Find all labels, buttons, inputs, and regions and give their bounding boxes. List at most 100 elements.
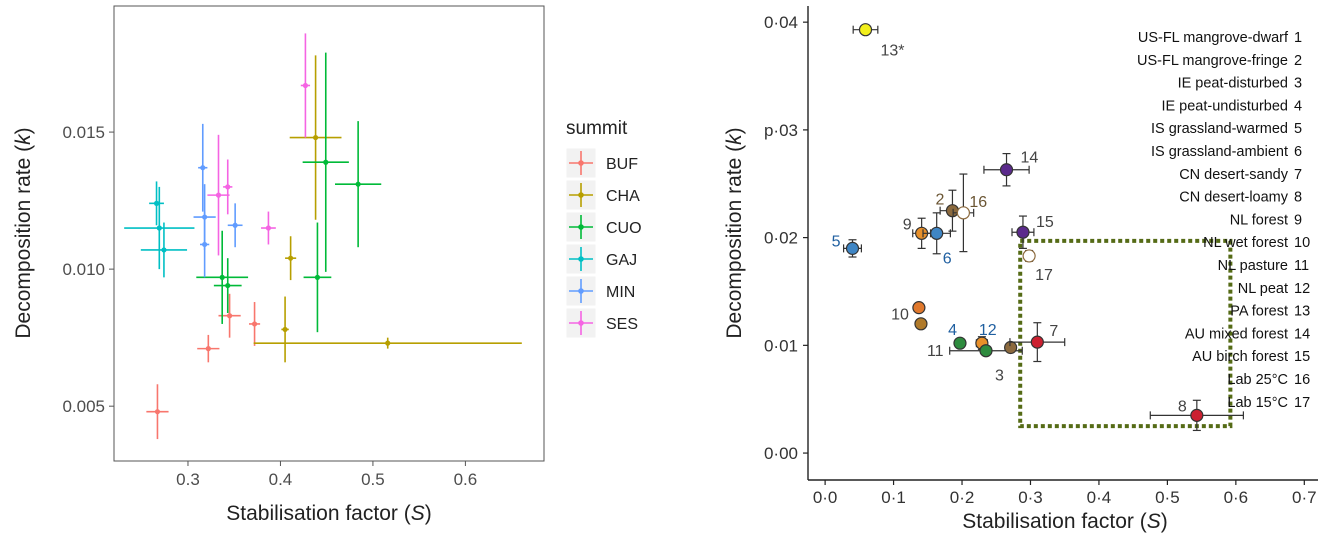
x-tick-label: 0·4: [1087, 488, 1112, 507]
point-marker: [1190, 408, 1204, 422]
y-tick-label: 0.015: [62, 123, 105, 142]
legend-item-gaj: GAJ: [565, 243, 637, 275]
site-point-12: 4: [948, 322, 967, 350]
left-x-axis-label: Stabilisation factor (S): [226, 502, 431, 525]
site-entry: IE peat-undisturbed 4: [1161, 98, 1302, 114]
site-entry: IS grassland-ambient 6: [1151, 144, 1302, 160]
legend-item-cuo: CUO: [565, 211, 642, 243]
x-tick-label: 0.3: [176, 470, 200, 489]
point-label: 17: [1035, 267, 1053, 284]
legend-key-point: [578, 320, 584, 326]
point-marker: [312, 134, 319, 141]
left-chart: 0.3 0.4 0.5 0.6 0.005 0.010 0.015 Stabilisati…: [12, 5, 642, 525]
site-point-1: 13*: [852, 23, 905, 60]
data-point-min: [227, 203, 243, 248]
site-number: 16: [1294, 372, 1310, 388]
highlight-box: [1018, 238, 1233, 429]
data-point-ses: [261, 211, 276, 245]
point-marker: [956, 206, 970, 220]
legend-label: MIN: [606, 284, 635, 301]
x-tick-label: 0.6: [454, 470, 478, 489]
right-xlabel-sym: S: [1147, 510, 1161, 533]
point-marker: [999, 163, 1014, 177]
site-number: 17: [1294, 395, 1310, 411]
site-name: Lab 25°C: [1227, 372, 1288, 388]
point-marker: [202, 241, 208, 248]
site-point-11: 11: [914, 317, 944, 360]
site-number: 2: [1294, 53, 1302, 69]
y-tick-label: 0·04: [764, 13, 798, 32]
point-marker: [914, 317, 928, 331]
point-marker: [1016, 225, 1030, 239]
right-xlabel-end: ): [1161, 510, 1168, 533]
data-point-cha: [281, 296, 289, 363]
point-marker: [156, 225, 162, 231]
site-name: IS grassland-ambient: [1151, 144, 1288, 160]
right-ylabel-main: Decomposition rate (: [723, 145, 746, 339]
site-number: 11: [1294, 258, 1309, 274]
right-ylabel-sym: k: [723, 133, 746, 145]
data-point-cuo: [335, 121, 382, 248]
data-point-gaj: [149, 181, 164, 226]
site-point-6: 16: [952, 173, 987, 253]
legend-key-point: [578, 160, 584, 166]
site-entry: CN desert-loamy 8: [1179, 190, 1302, 206]
point-label: 6: [943, 250, 952, 267]
site-name: IE peat-undisturbed: [1161, 98, 1288, 114]
site-name: US-FL mangrove-fringe: [1137, 53, 1288, 69]
left-plot-area: [113, 5, 545, 462]
site-number: 9: [1294, 212, 1302, 228]
right-chart: 0·0 0·1 0·2 0·3 0·4 0·5 0·6 0·7 0·00 0·01 0·02 p·03…: [723, 6, 1318, 533]
site-number: 7: [1294, 167, 1302, 183]
site-number: 14: [1294, 326, 1310, 342]
x-tick-label: 0.5: [361, 470, 385, 489]
x-tick-label: 0·6: [1224, 488, 1249, 507]
data-point-gaj: [140, 222, 188, 278]
point-marker: [251, 321, 258, 327]
legend-title: summit: [566, 118, 628, 139]
left-x-axis: 0.3 0.4 0.5 0.6: [176, 461, 477, 489]
right-x-axis-label: Stabilisation factor (S): [962, 510, 1167, 533]
site-name: CN desert-sandy: [1179, 167, 1289, 183]
site-number: 4: [1294, 98, 1302, 114]
left-ylabel-end: ): [12, 127, 35, 134]
x-tick-label: 0·3: [1018, 488, 1043, 507]
point-marker: [265, 225, 272, 231]
legend-item-ses: SES: [565, 307, 638, 339]
x-tick-label: 0·1: [881, 488, 906, 507]
site-name: NL peat: [1238, 281, 1288, 297]
legend-label: GAJ: [606, 252, 637, 269]
point-marker: [385, 340, 391, 346]
data-point-gaj: [124, 186, 195, 270]
point-marker: [302, 82, 309, 89]
left-xlabel-sym: S: [411, 502, 425, 525]
data-point-cha: [285, 236, 297, 281]
point-marker: [979, 344, 993, 358]
legend-label: CUO: [606, 220, 642, 237]
site-point-5: 2: [936, 189, 966, 232]
site-point-4: 6: [922, 212, 952, 267]
point-marker: [323, 159, 329, 165]
data-point-cha: [289, 55, 342, 220]
data-point-ses: [207, 134, 230, 256]
site-entry: IE peat-disturbed 3: [1178, 76, 1303, 92]
data-point-min: [198, 123, 208, 212]
y-tick-label: 0·00: [764, 444, 798, 463]
point-marker: [232, 222, 238, 228]
point-label: 2: [936, 192, 945, 209]
site-entry: NL pasture 11: [1218, 258, 1309, 274]
site-point-9: 17: [1022, 249, 1053, 284]
data-point-buf: [249, 302, 261, 346]
data-point-cuo: [213, 258, 242, 313]
site-name: IS grassland-warmed: [1151, 121, 1288, 137]
y-tick-label: 0·02: [764, 229, 798, 248]
point-marker: [161, 247, 167, 253]
site-name: CN desert-loamy: [1179, 190, 1289, 206]
legend: summit BUF CHA CUO GAJ MIN SES: [565, 118, 642, 339]
right-xlabel-main: Stabilisation factor (: [962, 510, 1146, 533]
point-label: 14: [1021, 150, 1039, 167]
data-point-min: [200, 211, 210, 278]
site-number: 6: [1294, 144, 1302, 160]
site-entry: AU birch forest 15: [1192, 349, 1310, 365]
